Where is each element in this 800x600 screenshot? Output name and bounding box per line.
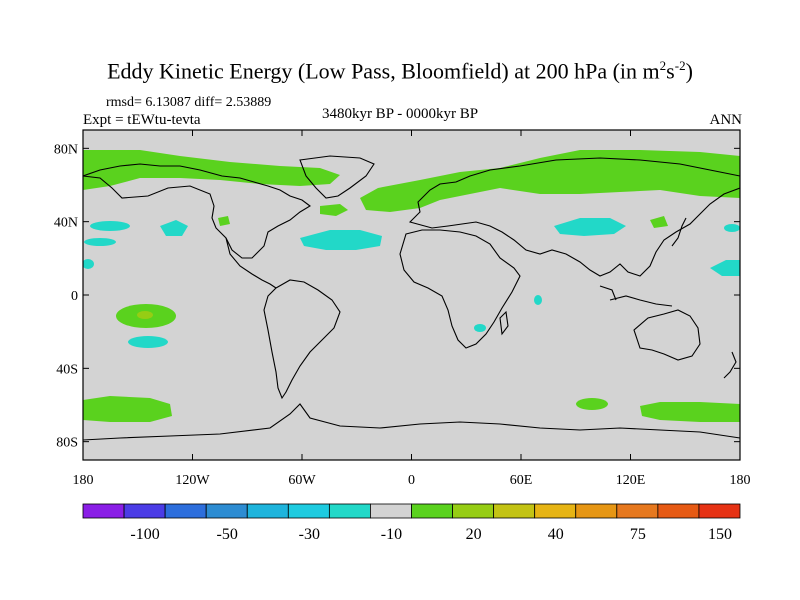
coastline-south-america (263, 279, 341, 400)
colorbar-swatch (164, 503, 207, 519)
colorbar-swatch (698, 503, 741, 519)
anomaly-region-negative (724, 224, 740, 232)
anomaly-region-negative (534, 295, 542, 305)
anomaly-region-negative (554, 218, 626, 236)
chart-title: Eddy Kinetic Energy (Low Pass, Bloomfiel… (107, 58, 693, 84)
coastline-antarctica (83, 403, 740, 441)
lon-tick-label: 60E (510, 473, 533, 488)
colorbar-label: 150 (708, 526, 732, 543)
anomaly-region-negative (84, 238, 116, 246)
colorbar-swatch (205, 503, 248, 519)
colorbar-swatch (287, 503, 330, 519)
coastlines (83, 155, 740, 441)
colorbar-swatch (370, 503, 412, 519)
lat-tick-label: 40S (56, 362, 78, 377)
colorbar-label: 40 (548, 526, 564, 543)
anomaly-region-negative (128, 336, 168, 348)
colorbar-swatch (123, 503, 166, 519)
anomaly-region-positive (320, 204, 348, 216)
anomaly-region-negative (710, 260, 740, 276)
colorbar-label: -10 (381, 526, 402, 543)
coastline-maritime-asia (599, 285, 673, 307)
rmsd-stats: rmsd= 6.13087 diff= 2.53889 (106, 95, 272, 110)
lat-tick-label: 80S (56, 436, 78, 451)
lon-tick-label: 180 (730, 473, 751, 488)
anomaly-region-negative (83, 259, 94, 269)
coastline-africa (399, 229, 521, 349)
anomaly-region-positive (83, 396, 172, 422)
lat-tick-label: 0 (71, 289, 78, 304)
colorbar-label: 20 (466, 526, 482, 543)
anomaly-region-negative (474, 324, 486, 332)
anomaly-fields (83, 150, 740, 441)
coastline-new-zealand (723, 351, 737, 379)
colorbar-label: -30 (299, 526, 320, 543)
coastline-japan (671, 217, 687, 247)
lon-tick-label: 180 (73, 473, 94, 488)
colorbar-swatch (411, 503, 453, 519)
colorbar-label: -100 (130, 526, 159, 543)
anomaly-region-positive (360, 150, 740, 212)
anomaly-region-positive (640, 402, 740, 422)
colorbar-swatch (616, 503, 659, 519)
coastline-greenland (299, 155, 375, 199)
anomaly-region-positive (650, 216, 668, 228)
colorbar-swatch (575, 503, 618, 519)
colorbar-swatch (452, 503, 495, 519)
anomaly-region-positive (83, 150, 340, 190)
colorbar-swatch (657, 503, 700, 519)
lon-tick-label: 0 (408, 473, 415, 488)
colorbar-label: 75 (630, 526, 646, 543)
lat-tick-label: 40N (54, 216, 78, 231)
colorbar-swatch (246, 503, 289, 519)
colorbar-swatch (493, 503, 536, 519)
coastline-north-america (83, 163, 311, 259)
coastline-australia (633, 309, 701, 361)
anomaly-region-positive-high (137, 311, 153, 319)
season-label: ANN (709, 112, 743, 128)
coastline-madagascar (499, 310, 509, 336)
anomaly-region-negative (300, 230, 382, 250)
lon-tick-label: 120W (175, 473, 210, 488)
experiment-label: Expt = tEWtu-tevta (83, 112, 201, 128)
lat-tick-label: 80N (54, 142, 78, 157)
colorbar-swatch (328, 503, 371, 519)
period-label: 3480kyr BP - 0000kyr BP (321, 106, 479, 122)
colorbar-label: -50 (217, 526, 238, 543)
anomaly-region-negative (90, 221, 130, 231)
lon-tick-label: 120E (616, 473, 646, 488)
coastline-central-america (225, 237, 277, 289)
anomaly-region-positive (218, 216, 230, 226)
map-axes: 80N 40N 0 40S 80S 180 120W 60W 0 60E 120E 180 (54, 130, 751, 488)
colorbar-swatch (534, 503, 577, 519)
colorbar-swatch (82, 503, 125, 519)
colorbar: -100 -50 -30 -10 20 40 75 150 (82, 503, 741, 543)
anomaly-region-negative (160, 220, 188, 236)
lon-tick-label: 60W (288, 473, 316, 488)
coastline-europe-asia (408, 157, 740, 277)
anomaly-region-positive (576, 398, 608, 410)
